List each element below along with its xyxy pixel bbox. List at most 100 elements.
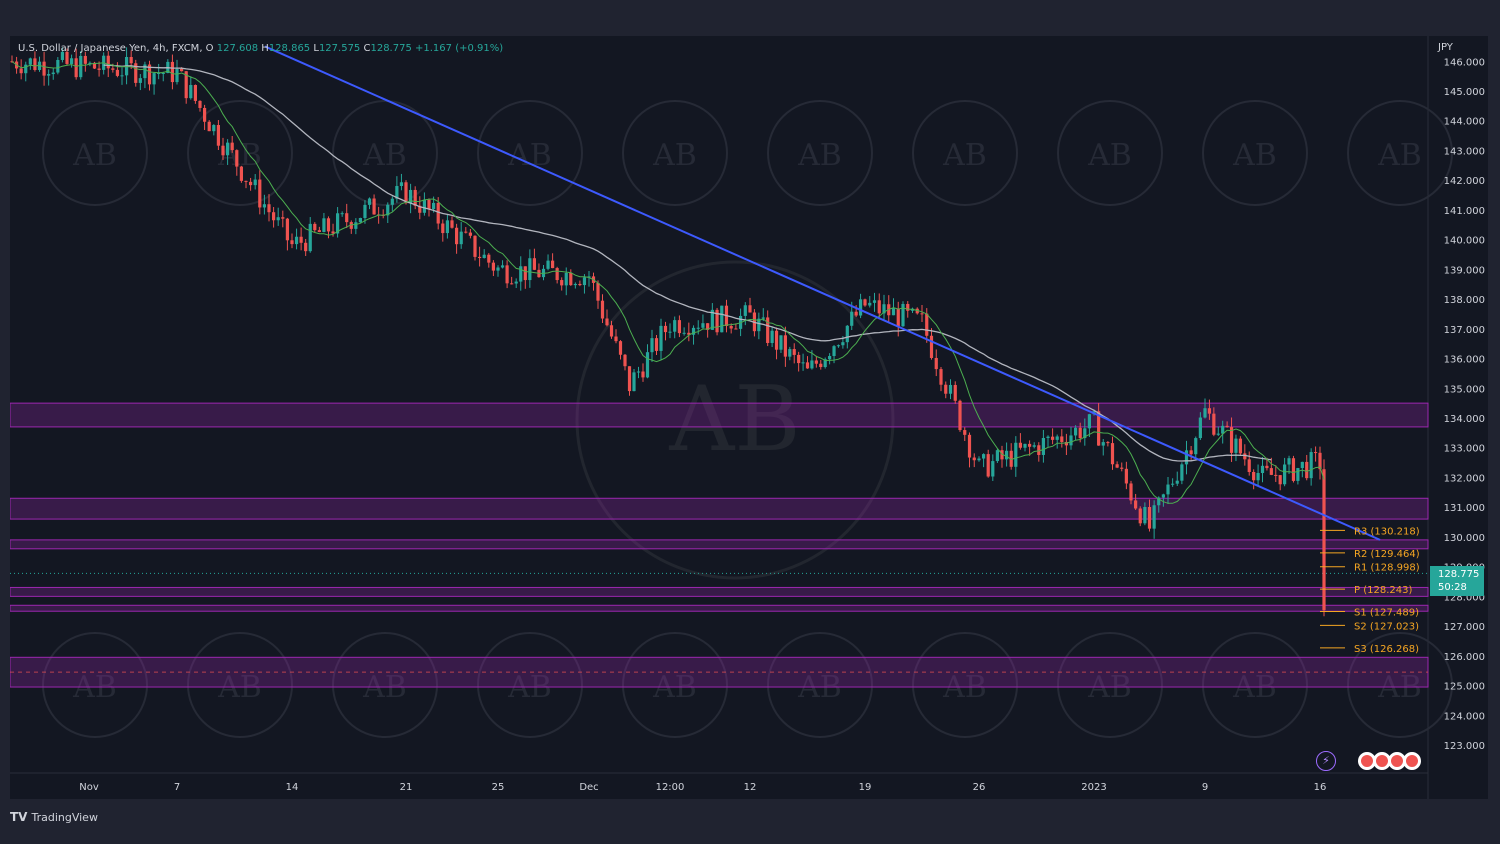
candle-body[interactable] xyxy=(253,179,257,186)
candle-body[interactable] xyxy=(982,454,986,459)
candle-body[interactable] xyxy=(294,236,299,245)
candle-body[interactable] xyxy=(1147,506,1152,529)
candle-body[interactable] xyxy=(991,461,995,477)
candle-body[interactable] xyxy=(797,354,801,364)
candle-body[interactable] xyxy=(317,230,321,232)
candle-body[interactable] xyxy=(262,204,266,208)
candle-body[interactable] xyxy=(618,341,623,355)
candle-body[interactable] xyxy=(1152,505,1156,529)
candle-body[interactable] xyxy=(65,51,69,64)
candle-body[interactable] xyxy=(872,300,877,303)
candle-body[interactable] xyxy=(358,218,362,223)
candle-body[interactable] xyxy=(654,338,659,351)
symbol-name[interactable]: U.S. Dollar / Japanese Yen, 4h, FXCM xyxy=(18,43,200,54)
candle-body[interactable] xyxy=(1212,413,1216,435)
candle-body[interactable] xyxy=(1287,458,1291,465)
candle-body[interactable] xyxy=(701,323,705,328)
candle-body[interactable] xyxy=(858,299,863,316)
candle-body[interactable] xyxy=(304,242,308,252)
candle-body[interactable] xyxy=(551,260,555,269)
candle-body[interactable] xyxy=(487,254,491,263)
candle-body[interactable] xyxy=(901,303,905,327)
candle-body[interactable] xyxy=(193,85,197,101)
candle-body[interactable] xyxy=(854,311,858,316)
candle-body[interactable] xyxy=(1032,445,1036,447)
candle-body[interactable] xyxy=(650,338,654,353)
candle-body[interactable] xyxy=(349,222,353,229)
candle-body[interactable] xyxy=(464,231,468,233)
candle-body[interactable] xyxy=(1161,494,1165,498)
candle-body[interactable] xyxy=(115,69,120,76)
candle-body[interactable] xyxy=(409,189,413,204)
slow-moving-average-line[interactable] xyxy=(103,64,1272,462)
candle-body[interactable] xyxy=(404,182,408,204)
candle-body[interactable] xyxy=(532,258,536,270)
candle-body[interactable] xyxy=(28,58,32,65)
candle-body[interactable] xyxy=(1269,468,1273,475)
candle-body[interactable] xyxy=(345,213,349,223)
candle-body[interactable] xyxy=(290,240,294,245)
candle-body[interactable] xyxy=(143,64,147,79)
candle-body[interactable] xyxy=(239,166,243,181)
candle-body[interactable] xyxy=(995,450,999,462)
candle-body[interactable] xyxy=(896,308,900,327)
candle-body[interactable] xyxy=(1184,450,1189,465)
candle-body[interactable] xyxy=(845,325,849,343)
candle-body[interactable] xyxy=(1037,445,1041,455)
support-resistance-zone[interactable] xyxy=(10,586,1429,597)
candle-body[interactable] xyxy=(1305,461,1309,479)
candle-body[interactable] xyxy=(1000,450,1004,460)
candle-body[interactable] xyxy=(1120,467,1124,469)
candle-body[interactable] xyxy=(422,199,426,213)
candle-body[interactable] xyxy=(523,266,527,281)
candle-body[interactable] xyxy=(1074,427,1078,436)
candle-body[interactable] xyxy=(677,320,682,334)
candle-body[interactable] xyxy=(1221,425,1225,434)
candle-body[interactable] xyxy=(805,362,810,369)
candle-body[interactable] xyxy=(1256,473,1260,481)
candle-body[interactable] xyxy=(1278,475,1282,485)
candle-body[interactable] xyxy=(198,100,202,108)
candle-body[interactable] xyxy=(1064,441,1068,446)
candle-body[interactable] xyxy=(450,220,454,228)
candle-body[interactable] xyxy=(587,276,591,278)
candle-body[interactable] xyxy=(1018,442,1022,448)
candle-body[interactable] xyxy=(226,142,230,156)
candle-body[interactable] xyxy=(69,58,74,64)
candle-body[interactable] xyxy=(1051,436,1055,440)
candle-body[interactable] xyxy=(276,217,280,221)
candle-body[interactable] xyxy=(326,218,331,232)
candle-body[interactable] xyxy=(1189,450,1193,455)
candle-body[interactable] xyxy=(249,181,253,186)
candle-body[interactable] xyxy=(1101,442,1105,446)
candle-body[interactable] xyxy=(948,384,953,394)
candle-body[interactable] xyxy=(645,352,650,378)
candle-body[interactable] xyxy=(1194,438,1198,455)
candle-body[interactable] xyxy=(1283,464,1287,485)
candle-body[interactable] xyxy=(60,51,65,60)
candle-body[interactable] xyxy=(1234,438,1238,453)
candle-body[interactable] xyxy=(668,331,672,333)
candle-body[interactable] xyxy=(1243,453,1247,460)
candle-body[interactable] xyxy=(459,231,463,245)
candle-body[interactable] xyxy=(1300,461,1304,469)
candle-body[interactable] xyxy=(748,305,752,313)
candle-body[interactable] xyxy=(1322,469,1326,611)
candle-body[interactable] xyxy=(1225,425,1229,428)
candle-body[interactable] xyxy=(1198,417,1202,439)
candle-body[interactable] xyxy=(97,68,101,70)
candle-body[interactable] xyxy=(92,62,97,69)
candle-body[interactable] xyxy=(891,308,896,316)
candle-body[interactable] xyxy=(1229,427,1234,453)
candle-body[interactable] xyxy=(687,332,691,335)
candle-body[interactable] xyxy=(157,73,161,75)
candle-body[interactable] xyxy=(967,434,972,458)
candle-body[interactable] xyxy=(445,220,449,234)
candle-body[interactable] xyxy=(386,204,390,216)
candle-body[interactable] xyxy=(51,72,55,75)
candle-body[interactable] xyxy=(189,85,193,99)
candle-body[interactable] xyxy=(1014,442,1018,467)
candle-body[interactable] xyxy=(180,68,184,72)
candle-body[interactable] xyxy=(770,330,774,343)
candle-body[interactable] xyxy=(761,317,765,319)
